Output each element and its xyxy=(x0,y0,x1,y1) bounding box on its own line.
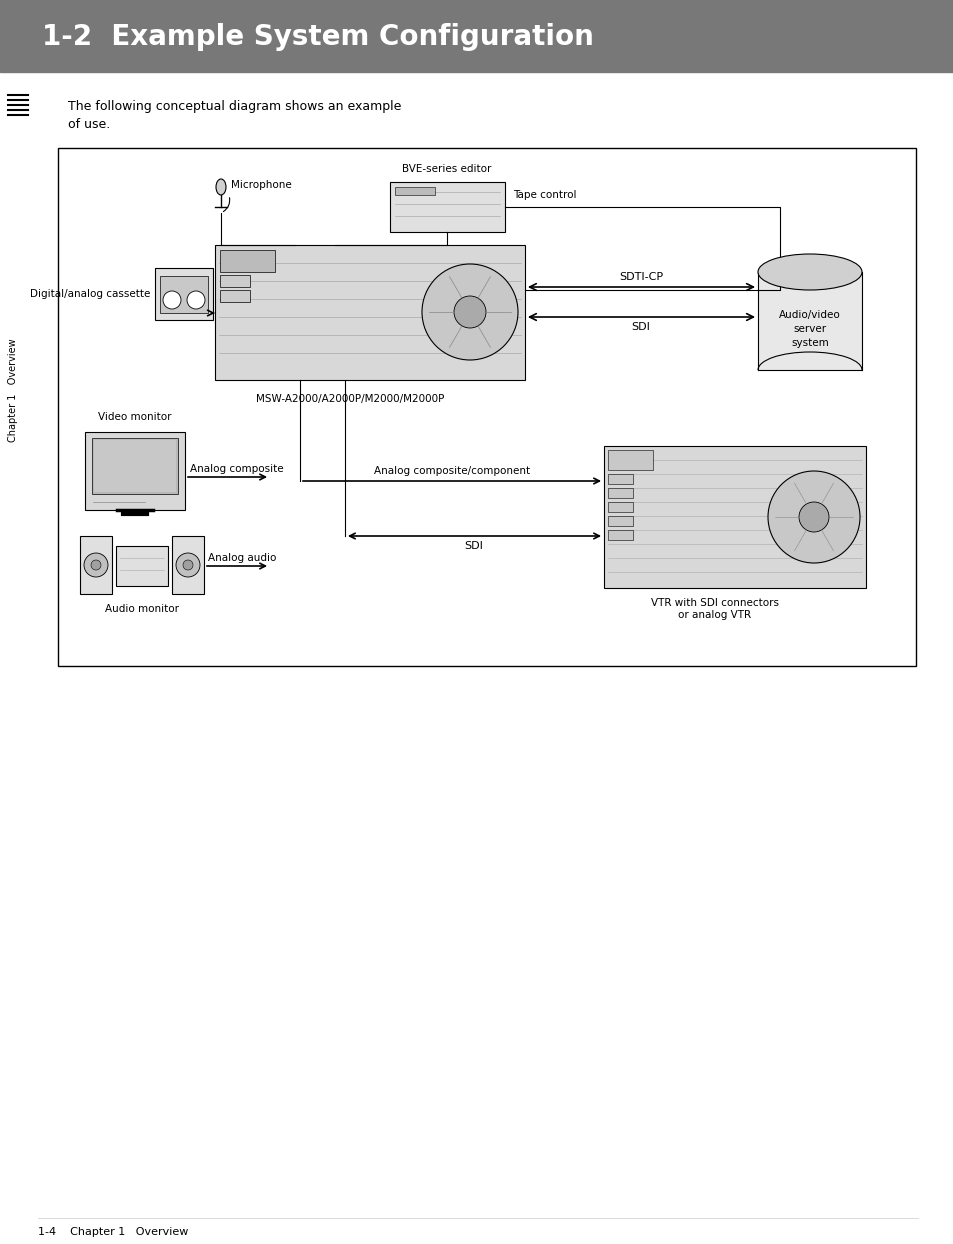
Text: Microphone: Microphone xyxy=(231,180,292,190)
Bar xyxy=(154,267,213,320)
Bar xyxy=(85,432,185,510)
Ellipse shape xyxy=(215,179,226,195)
Text: Analog composite: Analog composite xyxy=(190,464,283,474)
Bar xyxy=(91,438,178,494)
Circle shape xyxy=(799,503,828,532)
Text: SDTI-CP: SDTI-CP xyxy=(618,272,662,282)
Text: SDI: SDI xyxy=(631,322,650,332)
Bar xyxy=(607,530,633,540)
Bar xyxy=(220,275,250,287)
Text: Tape control: Tape control xyxy=(513,190,576,200)
Text: of use.: of use. xyxy=(68,118,111,131)
Bar xyxy=(607,488,633,498)
Text: MSW-A2000/A2000P/M2000/M2000P: MSW-A2000/A2000P/M2000/M2000P xyxy=(255,394,444,404)
Text: SDI: SDI xyxy=(464,541,483,551)
Circle shape xyxy=(183,560,193,570)
Bar xyxy=(80,536,112,593)
Text: VTR with SDI connectors
or analog VTR: VTR with SDI connectors or analog VTR xyxy=(650,598,779,620)
Text: BVE-series editor: BVE-series editor xyxy=(402,164,491,174)
Bar xyxy=(607,503,633,513)
Circle shape xyxy=(84,554,108,577)
Text: Digital/analog cassette: Digital/analog cassette xyxy=(30,289,150,299)
Bar xyxy=(0,0,953,72)
Bar xyxy=(172,536,204,593)
Text: Analog audio: Analog audio xyxy=(208,554,276,564)
Text: Video monitor: Video monitor xyxy=(98,412,172,422)
Bar xyxy=(607,516,633,526)
Text: Chapter 1   Overview: Chapter 1 Overview xyxy=(8,338,18,442)
Bar xyxy=(603,447,865,588)
Bar xyxy=(395,187,435,195)
Text: The following conceptual diagram shows an example: The following conceptual diagram shows a… xyxy=(68,100,401,113)
Circle shape xyxy=(163,291,181,309)
Text: Audio/video
server
system: Audio/video server system xyxy=(779,310,840,348)
Bar xyxy=(94,440,175,491)
Bar xyxy=(758,272,862,369)
Circle shape xyxy=(91,560,101,570)
Bar xyxy=(607,450,652,470)
Bar xyxy=(220,290,250,302)
Text: Analog composite/component: Analog composite/component xyxy=(374,466,530,476)
Bar xyxy=(160,276,208,313)
Circle shape xyxy=(187,291,205,309)
Bar xyxy=(607,474,633,484)
Circle shape xyxy=(454,296,485,328)
Bar xyxy=(214,245,524,379)
Bar xyxy=(390,182,504,231)
Circle shape xyxy=(421,264,517,360)
Bar xyxy=(220,250,274,272)
Text: 1-4    Chapter 1   Overview: 1-4 Chapter 1 Overview xyxy=(38,1227,188,1237)
Bar xyxy=(116,546,168,586)
Text: 1-2  Example System Configuration: 1-2 Example System Configuration xyxy=(42,22,594,51)
Circle shape xyxy=(767,471,859,564)
Circle shape xyxy=(175,554,200,577)
Bar xyxy=(58,148,915,666)
Text: Audio monitor: Audio monitor xyxy=(105,605,179,615)
Ellipse shape xyxy=(758,254,862,290)
